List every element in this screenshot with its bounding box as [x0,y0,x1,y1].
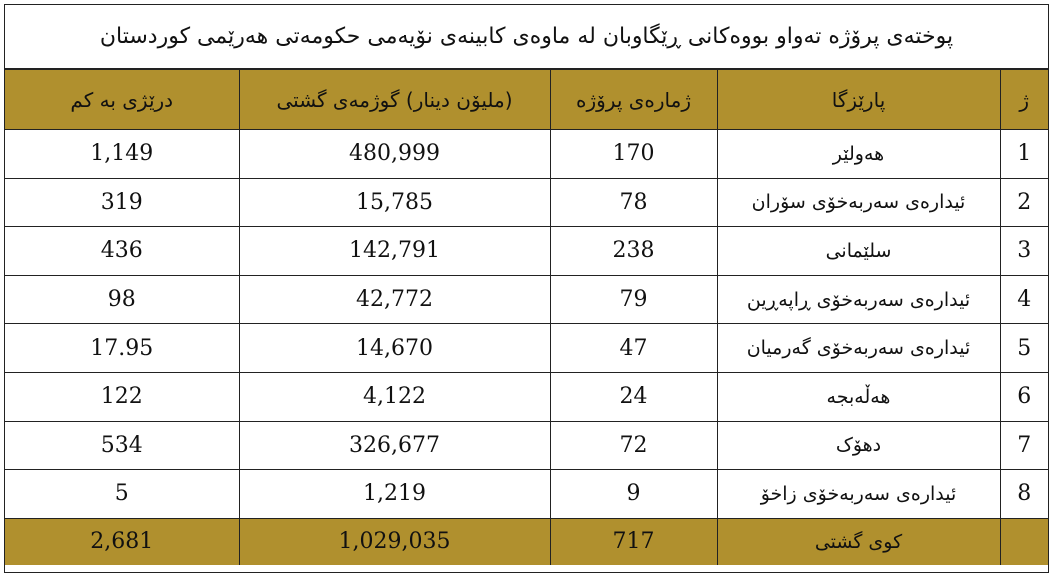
cell-cost: 480,999 [238,129,551,179]
table-row: 436 142,791 238 سلێمانی 3 [5,226,1048,276]
table-row: 17.95 14,670 47 ئیدارەی سەربەخۆی گەرمیان… [5,323,1048,373]
cell-length: 1,149 [5,129,240,179]
total-projects: 717 [549,517,718,565]
cell-cost: 1,219 [238,469,551,519]
cell-number: 1 [999,129,1048,179]
cell-cost: 142,791 [238,226,551,276]
cell-province: ئیدارەی سەربەخۆی گەرمیان [716,323,1001,373]
cell-number: 3 [999,226,1048,276]
table-row: 98 42,772 79 ئیدارەی سەربەخۆی ڕاپەڕین 4 [5,274,1048,325]
cell-number: 5 [999,323,1048,373]
table-row: 1,149 480,999 170 هەولێر 1 [5,129,1048,179]
header-projects: ژمارەی پرۆژە [549,69,718,130]
cell-projects: 170 [549,129,718,179]
cell-province: ئیدارەی سەربەخۆی ڕاپەڕین [716,274,1001,325]
cell-province: هەولێر [716,129,1001,179]
cell-number: 4 [999,274,1048,325]
header-row: درێژی بە کم (ملیۆن دینار) گوژمەی گشتی ژم… [5,69,1048,130]
table-row: 534 326,677 72 دهۆک 7 [5,420,1048,471]
header-length: درێژی بە کم [5,69,240,130]
cell-projects: 79 [549,274,718,325]
cell-length: 5 [5,469,240,519]
cell-cost: 42,772 [238,274,551,325]
header-province: پارێزگا [716,69,1001,130]
table-title: پوختەی پرۆژە تەواو بووەکانی ڕێگاوبان لە … [5,5,1048,69]
cell-projects: 9 [549,469,718,519]
summary-table-frame: پوختەی پرۆژە تەواو بووەکانی ڕێگاوبان لە … [4,4,1049,573]
projects-table: درێژی بە کم (ملیۆن دینار) گوژمەی گشتی ژم… [5,69,1048,565]
cell-length: 534 [5,420,240,471]
header-cost: (ملیۆن دینار) گوژمەی گشتی [238,69,551,130]
table-row: 5 1,219 9 ئیدارەی سەربەخۆی زاخۆ 8 [5,469,1048,519]
header-number: ژ [999,69,1048,130]
cell-province: ئیدارەی سەربەخۆی سۆران [716,177,1001,228]
cell-length: 436 [5,226,240,276]
table-row: 319 15,785 78 ئیدارەی سەربەخۆی سۆران 2 [5,177,1048,228]
cell-province: سلێمانی [716,226,1001,276]
cell-cost: 14,670 [238,323,551,373]
cell-projects: 24 [549,371,718,422]
cell-length: 17.95 [5,323,240,373]
cell-cost: 15,785 [238,177,551,228]
table-row: 122 4,122 24 هەڵەبجە 6 [5,371,1048,422]
cell-number: 7 [999,420,1048,471]
total-row: 2,681 1,029,035 717 کوی گشتی [5,517,1048,565]
total-label: کوی گشتی [716,517,1001,565]
cell-projects: 78 [549,177,718,228]
cell-length: 122 [5,371,240,422]
cell-projects: 47 [549,323,718,373]
cell-number: 2 [999,177,1048,228]
total-number-empty [999,517,1048,565]
cell-number: 8 [999,469,1048,519]
cell-projects: 72 [549,420,718,471]
cell-projects: 238 [549,226,718,276]
cell-province: دهۆک [716,420,1001,471]
cell-cost: 326,677 [238,420,551,471]
cell-cost: 4,122 [238,371,551,422]
cell-province: ئیدارەی سەربەخۆی زاخۆ [716,469,1001,519]
cell-number: 6 [999,371,1048,422]
cell-length: 319 [5,177,240,228]
total-cost: 1,029,035 [238,517,551,565]
cell-length: 98 [5,274,240,325]
cell-province: هەڵەبجە [716,371,1001,422]
total-length: 2,681 [5,517,240,565]
